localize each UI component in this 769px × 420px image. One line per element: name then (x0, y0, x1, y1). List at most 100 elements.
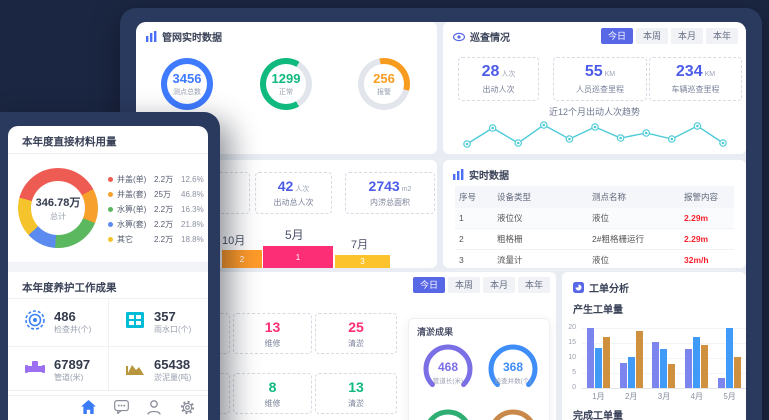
legend-item: 井盖(套) 25万 46.8% (108, 189, 204, 200)
ranking-month: 10月 (222, 235, 246, 247)
gear-icon[interactable] (179, 399, 195, 415)
gauge-label: 报警 (377, 89, 391, 96)
result-inspection-wells: 486 检查井(个) (8, 298, 108, 346)
x-tick-label: 4月 (690, 392, 704, 401)
main-dashboard-frame: 管网实时数据 3456 测点总数 1299 正常 256 (120, 8, 762, 420)
tab-today[interactable]: 今日 (412, 277, 445, 293)
panel-work-orders: 工单分析 产生工单量 0 5 10 15 20 1月 2月 3月 4月 5月 完成工单量 (562, 272, 746, 420)
legend-item: 井盖(单) 2.2万 12.6% (108, 174, 204, 185)
stat-repair-1: 13 维修 (233, 313, 312, 354)
stat-flood-area: 2743 m2 内涝总面积 (345, 172, 435, 214)
tab-week[interactable]: 本周 (635, 28, 668, 44)
legend-dot (108, 222, 113, 227)
tab-today[interactable]: 今日 (600, 28, 633, 44)
bar-group (582, 328, 615, 388)
tab-year[interactable]: 本年 (705, 28, 738, 44)
gauge-value: 3456 (172, 71, 202, 86)
donut-total-label: 总计 (50, 212, 66, 221)
bar (594, 347, 602, 388)
legend-item: 水箅(套) 2.2万 21.8% (108, 219, 204, 230)
bar (602, 337, 610, 388)
patrol-time-tabs: 今日 本周 本月 本年 (600, 28, 738, 44)
panel-title: 巡查情况 (470, 33, 510, 44)
stat-label: 人员巡查里程 (576, 85, 624, 94)
tab-month[interactable]: 本月 (482, 277, 515, 293)
drain-grid-icon (124, 309, 146, 336)
stat-unit: 人次 (295, 186, 310, 193)
mobile-card-frame: 本年度直接材料用量 346.78万 总计 井盖(单) 2.2万 12.6% 井盖(套… (0, 112, 220, 420)
panel-patrol: 巡查情况 今日 本周 本月 本年 28 人次 出动人次 55 KM 人员巡查里程 (443, 22, 746, 154)
panel-pipe-network: 管网实时数据 3456 测点总数 1299 正常 256 (136, 22, 437, 154)
ranking-month: 7月 (351, 239, 369, 251)
table-header-row: 序号 设备类型 测点名称 报警内容 (455, 186, 734, 208)
legend-dot (108, 207, 113, 212)
result-pipeline: 67897 管道(米) (8, 346, 108, 394)
chart-subtitle: 产生工单量 (573, 305, 623, 316)
bar (660, 349, 668, 388)
stat-person-mileage: 55 KM 人员巡查里程 (553, 57, 647, 101)
gauge-pipe-length: 468 管道长(米) (422, 343, 474, 395)
bar (668, 364, 676, 388)
maintenance-results-title: 本年度养护工作成果 (22, 282, 117, 294)
ranking-month: 5月 (285, 228, 304, 242)
table-row: 2 粗格栅 2#粗格栅运行 2.29m (455, 228, 734, 250)
tab-year[interactable]: 本年 (517, 277, 550, 293)
stat-label: 出动总人次 (273, 198, 314, 207)
ranking-bar: 3 (335, 255, 390, 268)
pipe-icon (24, 357, 46, 384)
table-row: 3 流量计 液位 32m/h (455, 249, 734, 271)
bar (586, 328, 594, 388)
bar (718, 377, 726, 388)
gauge-total-points: 3456 测点总数 (161, 58, 213, 110)
table-row: 1 液位仪 液位 2.29m (455, 208, 734, 229)
home-icon[interactable] (80, 399, 96, 415)
sludge-icon (124, 357, 146, 384)
subpanel-title: 清淤成果 (417, 327, 454, 337)
stat-value: 234 (675, 63, 703, 80)
stat-dredge-1: 25 清淤 (315, 313, 397, 354)
gauge-partial (422, 408, 474, 420)
bar-group (648, 328, 681, 388)
bar (627, 356, 635, 388)
stat-value: 2743 (368, 178, 400, 194)
user-icon[interactable] (146, 399, 162, 415)
tab-week[interactable]: 本周 (447, 277, 480, 293)
gauge-inspection-wells: 368 检查井数(个) (487, 343, 539, 395)
section-divider (8, 262, 208, 272)
dredge-results-popover: 清淤成果 468 管道长(米) 368 检查井数(个) (408, 318, 550, 420)
stat-dredge-2: 13 清淤 (315, 373, 397, 414)
panel-title: 管网实时数据 (162, 33, 222, 44)
y-tick-label: 10 (568, 354, 576, 361)
stat-label: 出动人次 (482, 85, 515, 94)
bar-group (713, 328, 746, 388)
result-sludge: 65438 淤泥量(吨) (108, 346, 208, 394)
tasks-time-tabs: 今日 本周 本月 本年 (412, 277, 550, 293)
legend-dot (108, 237, 113, 242)
col-device-type: 设备类型 (493, 186, 588, 208)
bar-group (615, 328, 648, 388)
legend-item: 水箅(单) 2.2万 16.3% (108, 204, 204, 215)
trend-chart-title: 近12个月出动人次趋势 (548, 107, 640, 117)
tab-month[interactable]: 本月 (670, 28, 703, 44)
x-tick-label: 5月 (723, 392, 736, 401)
y-axis-ticks: 0 5 10 15 20 (562, 324, 578, 392)
y-tick-label: 0 (572, 384, 576, 391)
gauge-label: 测点总数 (173, 89, 201, 96)
stat-unit: 人次 (501, 71, 516, 78)
eye-icon (453, 32, 465, 42)
stat-value: 55 (584, 63, 603, 80)
gauge-value: 1299 (271, 71, 301, 86)
bar (726, 328, 734, 388)
stat-dispatch-count: 28 人次 出动人次 (458, 57, 539, 101)
bar (693, 337, 701, 388)
stat-unit: KM (604, 71, 616, 78)
chat-icon[interactable] (113, 399, 129, 415)
panel-realtime-data: 实时数据 序号 设备类型 测点名称 报警内容 1 液位仪 液位 2.29m 2 粗格栅 2… (443, 160, 746, 271)
stat-value: 42 (277, 178, 294, 194)
stat-value: 28 (481, 63, 500, 80)
legend-item: 其它 2.2万 18.8% (108, 234, 204, 245)
bar-chart-icon (146, 31, 157, 42)
work-order-bar-chart (582, 328, 746, 389)
donut-total-value: 346.78万 (35, 197, 81, 209)
